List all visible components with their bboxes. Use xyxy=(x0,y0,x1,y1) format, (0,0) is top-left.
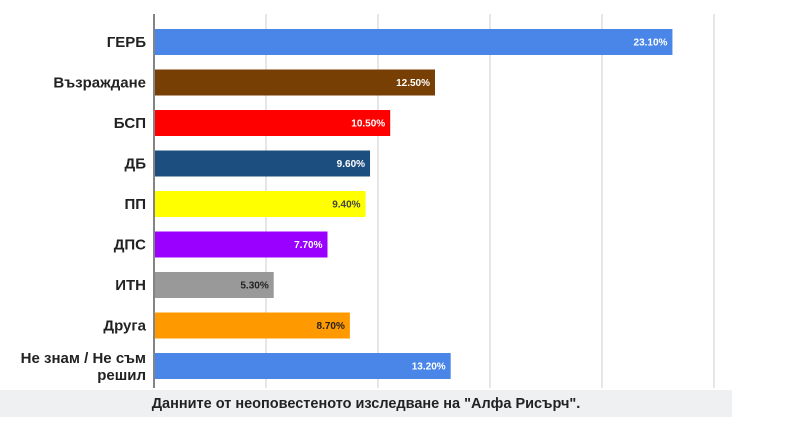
data-label: 9.60% xyxy=(337,159,365,170)
data-label: 8.70% xyxy=(317,321,345,332)
bar xyxy=(155,353,451,379)
bar xyxy=(155,191,366,217)
category-label: БСП xyxy=(114,115,146,132)
category-label: Друга xyxy=(103,318,146,335)
category-label: ДПС xyxy=(114,237,146,254)
caption-bar: Данните от неоповестеното изследване на … xyxy=(0,390,732,417)
data-label: 13.20% xyxy=(412,362,446,373)
bar xyxy=(155,272,274,298)
category-label: ГЕРБ xyxy=(107,34,147,51)
data-label: 12.50% xyxy=(396,78,430,89)
category-label: ИТН xyxy=(115,277,146,294)
bar xyxy=(155,312,350,339)
category-label: ДБ xyxy=(125,156,147,173)
bar xyxy=(155,150,371,177)
bar xyxy=(155,231,328,258)
data-label: 10.50% xyxy=(351,119,385,130)
bar xyxy=(155,69,435,96)
category-label: ПП xyxy=(124,196,146,213)
bar xyxy=(155,110,391,136)
category-label: Не знам / Не съм xyxy=(21,350,146,367)
chart-caption: Данните от неоповестеното изследване на … xyxy=(151,395,581,412)
chart: 23.10% ГЕРБ 12.50% Възраждане 10.50% БСП 9.60%… xyxy=(21,14,715,388)
data-label: 7.70% xyxy=(294,240,322,251)
data-label: 23.10% xyxy=(634,38,668,49)
data-label: 9.40% xyxy=(332,200,360,211)
bar xyxy=(155,29,673,55)
bar-chart-svg: 23.10% ГЕРБ 12.50% Възраждане 10.50% БСП 9.60%… xyxy=(21,14,715,388)
category-label: решил xyxy=(97,367,146,384)
data-label: 5.30% xyxy=(240,281,268,292)
category-label: Възраждане xyxy=(53,75,146,92)
